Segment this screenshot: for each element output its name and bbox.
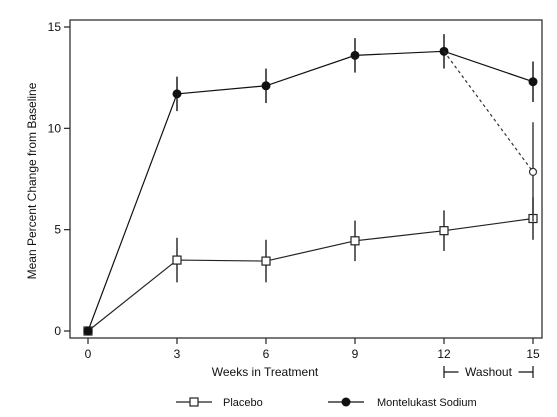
y-tick-label-1: 5 — [54, 223, 61, 237]
x-tick-label-0: 0 — [85, 347, 92, 361]
y-tick-label-0: 0 — [54, 324, 61, 338]
series-1-point-5 — [528, 77, 538, 87]
series-0 — [83, 197, 538, 336]
y-axis: 0 5 10 15 — [48, 20, 70, 338]
series-0-point-3 — [350, 236, 360, 246]
x-tick-label-3: 9 — [352, 347, 359, 361]
y-tick-label-3: 15 — [48, 20, 62, 34]
legend-marker-montelukast — [341, 397, 351, 407]
legend: Placebo Montelukast Sodium — [176, 397, 477, 409]
series-1-point-1 — [172, 89, 182, 99]
x-tick-label-1: 3 — [174, 347, 181, 361]
series-1-point-0 — [83, 326, 93, 336]
series-2-line — [443, 50, 534, 173]
series-0-point-2 — [261, 256, 271, 266]
series-layer — [83, 34, 538, 336]
series-2 — [443, 50, 538, 222]
plot-area-frame — [69, 19, 543, 339]
washout-label-background — [458, 364, 519, 380]
series-1-point-2 — [261, 81, 271, 91]
series-2-point-1 — [528, 167, 538, 177]
washout-annotation: Washout — [443, 364, 534, 380]
x-tick-label-5: 15 — [526, 347, 540, 361]
x-tick-label-4: 12 — [437, 347, 451, 361]
series-1-point-3 — [350, 50, 360, 60]
series-0-point-1 — [172, 255, 182, 265]
legend-label-placebo: Placebo — [223, 397, 263, 409]
legend-marker-placebo — [189, 397, 199, 407]
series-0-line — [87, 217, 534, 332]
y-axis-title: Mean Percent Change from Baseline — [25, 82, 39, 279]
x-tick-label-2: 6 — [263, 347, 270, 361]
series-1 — [83, 34, 538, 336]
series-1-line — [87, 50, 534, 332]
series-0-point-4 — [439, 226, 449, 236]
y-tick-label-2: 10 — [48, 121, 62, 135]
legend-label-montelukast: Montelukast Sodium — [377, 397, 477, 409]
washout-label: Washout — [465, 365, 513, 379]
x-axis: 0 3 6 9 12 15 — [85, 338, 540, 361]
x-axis-title: Weeks in Treatment — [212, 365, 319, 379]
